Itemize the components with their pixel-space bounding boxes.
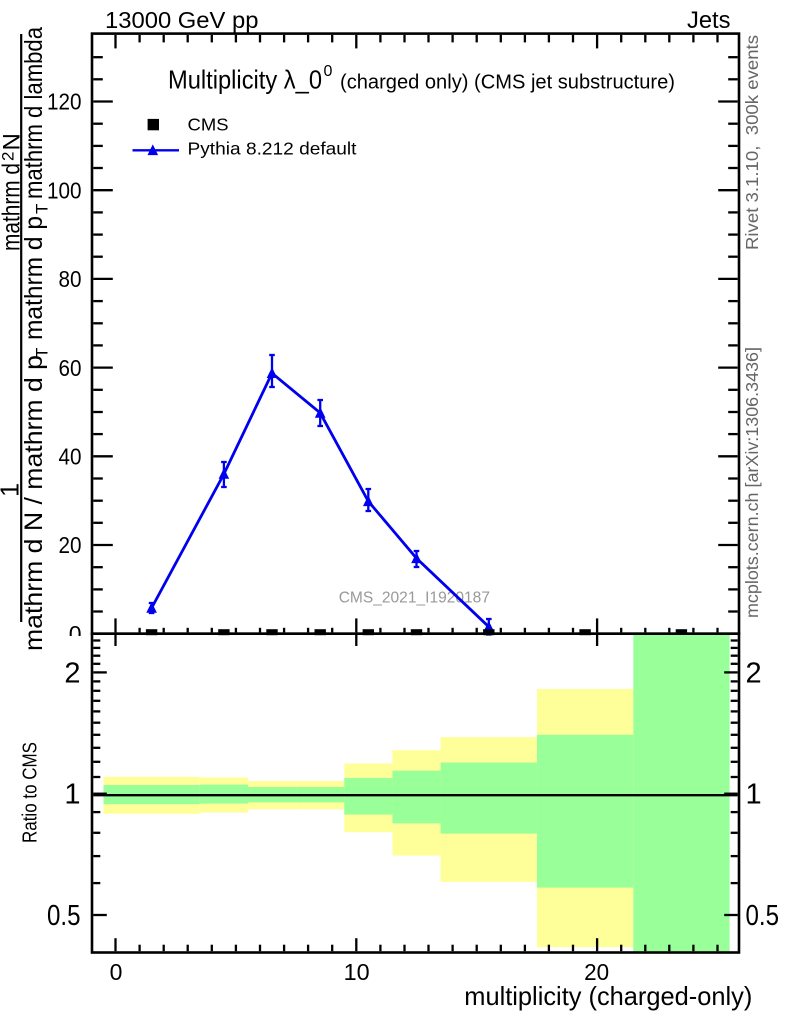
svg-text:Ratio to CMS: Ratio to CMS: [19, 742, 41, 843]
svg-text:mathrm d N / mathrm d p: mathrm d N / mathrm d p: [20, 355, 48, 651]
svg-text:CMS: CMS: [188, 115, 229, 135]
svg-text:120: 120: [47, 89, 82, 115]
svg-text:mathrm d lambda: mathrm d lambda: [20, 27, 48, 199]
svg-text:Pythia 8.212 default: Pythia 8.212 default: [188, 138, 357, 158]
svg-text:(charged only) (CMS jet substr: (charged only) (CMS jet substructure): [340, 71, 675, 93]
svg-text:0.5: 0.5: [746, 900, 780, 932]
svg-text:2: 2: [64, 657, 80, 689]
svg-text:0.5: 0.5: [47, 900, 81, 932]
svg-text:multiplicity (charged-only): multiplicity (charged-only): [464, 981, 752, 1011]
svg-text:mathrm d p: mathrm d p: [20, 216, 48, 340]
svg-text:0: 0: [324, 63, 333, 80]
svg-text:2: 2: [746, 657, 762, 689]
svg-text:CMS_2021_I1920187: CMS_2021_I1920187: [339, 590, 490, 607]
svg-text:Multiplicity λ_0: Multiplicity λ_0: [168, 64, 322, 94]
svg-text:60: 60: [59, 355, 82, 381]
svg-text:20: 20: [584, 959, 609, 985]
svg-text:T: T: [33, 204, 52, 214]
svg-text:0: 0: [110, 959, 123, 985]
svg-text:Jets: Jets: [687, 7, 731, 34]
svg-text:mcplots.cern.ch [arXiv:1306.34: mcplots.cern.ch [arXiv:1306.3436]: [742, 347, 762, 618]
svg-text:40: 40: [59, 444, 82, 470]
svg-text:1: 1: [0, 483, 25, 497]
svg-text:Rivet 3.1.10, 300k events: Rivet 3.1.10, 300k events: [742, 35, 762, 250]
svg-text:2: 2: [0, 152, 18, 161]
svg-text:mathrm d: mathrm d: [0, 163, 26, 251]
svg-text:13000 GeV pp: 13000 GeV pp: [105, 7, 259, 33]
svg-text:20: 20: [59, 532, 82, 558]
svg-text:N: N: [0, 133, 26, 150]
svg-text:1: 1: [64, 779, 80, 811]
svg-text:10: 10: [344, 959, 370, 985]
svg-text:100: 100: [47, 177, 82, 203]
svg-text:T: T: [33, 348, 52, 358]
svg-text:80: 80: [59, 266, 82, 292]
svg-text:1: 1: [746, 779, 762, 811]
